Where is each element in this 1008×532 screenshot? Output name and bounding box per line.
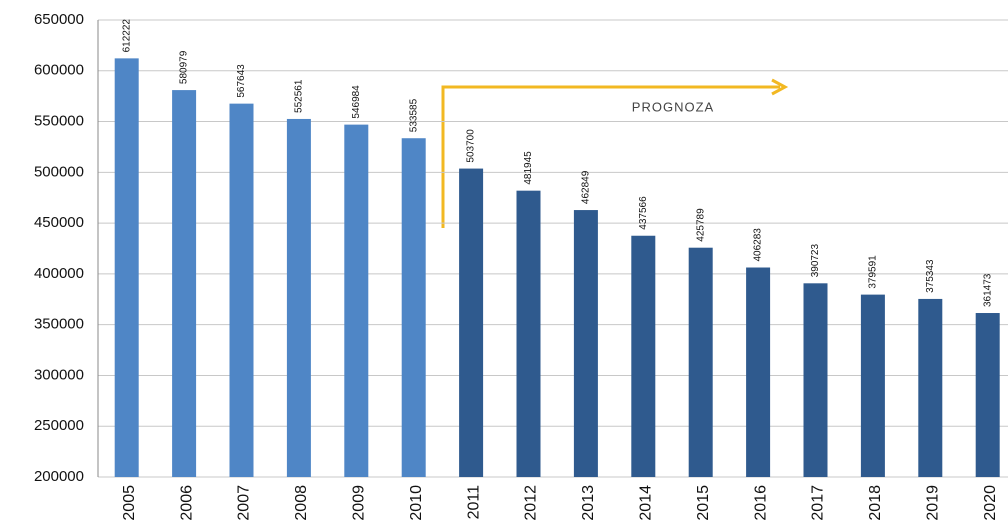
x-tick-label: 2011: [465, 485, 482, 520]
data-label: 462849: [581, 170, 592, 204]
x-tick-label: 2017: [810, 485, 827, 521]
data-label: 425789: [695, 208, 706, 242]
data-label: 546984: [351, 85, 362, 119]
data-label: 580979: [179, 50, 190, 84]
bar: [286, 118, 311, 478]
x-tick-label: 2016: [752, 485, 769, 521]
bar: [860, 294, 885, 477]
y-tick-label: 650000: [34, 11, 84, 28]
data-label: 533585: [408, 98, 419, 132]
x-tick-label: 2010: [408, 485, 425, 521]
x-tick-label: 2013: [580, 485, 597, 521]
data-label: 552561: [294, 79, 305, 113]
y-tick-label: 350000: [34, 316, 84, 333]
data-label: 379591: [868, 255, 879, 289]
bar: [746, 267, 771, 477]
x-tick-label: 2018: [867, 485, 884, 521]
x-tick-label: 2015: [695, 485, 712, 521]
x-tick-label: 2014: [638, 485, 655, 521]
y-tick-label: 600000: [34, 62, 84, 79]
annotation: PROGNOZA: [632, 99, 714, 114]
bar: [172, 90, 197, 477]
data-label: 406283: [753, 228, 764, 262]
data-label: 503700: [466, 129, 477, 163]
x-tick-label: 2012: [523, 485, 540, 521]
bar: [688, 247, 713, 477]
data-label: 437566: [638, 196, 649, 230]
bar: [975, 313, 1000, 477]
bar: [229, 103, 254, 477]
forecast-arrow: [441, 85, 780, 228]
y-tick-label: 550000: [34, 113, 84, 130]
y-tick-label: 500000: [34, 163, 84, 180]
data-label: 361473: [982, 273, 993, 307]
y-tick-label: 450000: [34, 214, 84, 231]
bar: [631, 235, 656, 477]
x-tick-label: 2005: [121, 485, 138, 521]
x-tick-label: 2007: [236, 485, 253, 521]
bar: [459, 168, 484, 477]
data-label: 481945: [523, 151, 534, 185]
x-tick-label: 2008: [293, 485, 310, 521]
data-label: 612222: [121, 19, 132, 53]
data-label: 375343: [925, 259, 936, 293]
bar: [516, 190, 541, 477]
arrow-head: [771, 78, 789, 96]
bar: [401, 138, 426, 478]
y-tick-label: 200000: [34, 468, 84, 485]
bar: [573, 210, 598, 477]
y-tick-label: 250000: [34, 417, 84, 434]
bar: [114, 58, 139, 477]
y-tick-label: 300000: [34, 366, 84, 383]
x-tick-label: 2009: [351, 485, 368, 521]
x-tick-label: 2020: [982, 485, 999, 521]
data-label: 390723: [810, 244, 821, 278]
data-label: 567643: [236, 64, 247, 98]
bar: [803, 283, 828, 477]
x-tick-label: 2019: [925, 485, 942, 521]
y-tick-label: 400000: [34, 265, 84, 282]
bar: [918, 298, 943, 477]
x-tick-label: 2006: [178, 485, 195, 521]
bar: [344, 124, 369, 477]
